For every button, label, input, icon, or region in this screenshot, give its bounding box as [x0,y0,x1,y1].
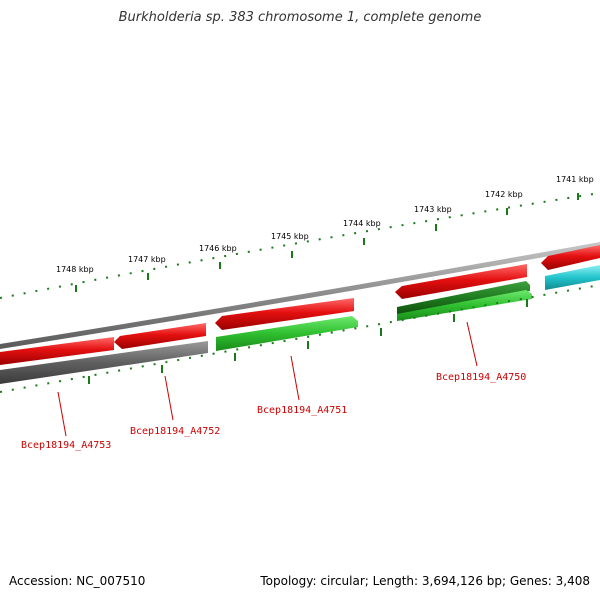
scale-label-1741: 1741 kbp [556,175,594,184]
outer-tick-scale [0,192,600,299]
genome-summary-text: Topology: circular; Length: 3,694,126 bp… [260,574,590,588]
cds-arrow-reverse-gray[interactable] [0,341,208,384]
scale-label-1743: 1743 kbp [414,205,452,214]
scale-label-1745: 1745 kbp [271,232,309,241]
cds-arrow-forward[interactable] [395,264,527,299]
cds-arrow-reverse-cyan[interactable] [545,265,600,290]
scale-label-1748: 1748 kbp [56,265,94,274]
cds-arrow-forward[interactable] [0,337,114,365]
inner-tick-scale [0,284,600,393]
gene-label-a4751[interactable]: Bcep18194_A4751 [257,405,347,416]
gene-label-a4753[interactable]: Bcep18194_A4753 [21,440,111,451]
scale-label-1742: 1742 kbp [485,190,523,199]
cds-arrow-forward[interactable] [114,323,206,349]
scale-label-1746: 1746 kbp [199,244,237,253]
gene-label-a4750[interactable]: Bcep18194_A4750 [436,372,526,383]
cds-arrow-forward[interactable] [215,298,354,330]
cds-arrow-forward[interactable] [541,245,600,270]
map-title: Burkholderia sp. 383 chromosome 1, compl… [118,10,482,25]
scale-label-1747: 1747 kbp [128,255,166,264]
cds-arrow-reverse-darkgreen[interactable] [397,281,530,315]
scale-label-1744: 1744 kbp [343,219,381,228]
cds-arrow-reverse-green[interactable] [397,290,532,321]
gene-label-a4752[interactable]: Bcep18194_A4752 [130,426,220,437]
gene-leader-lines [57,321,478,437]
accession-text: Accession: NC_007510 [9,574,146,588]
cds-arrow-reverse-green[interactable] [216,316,358,351]
chromosome-backbone [0,242,600,349]
